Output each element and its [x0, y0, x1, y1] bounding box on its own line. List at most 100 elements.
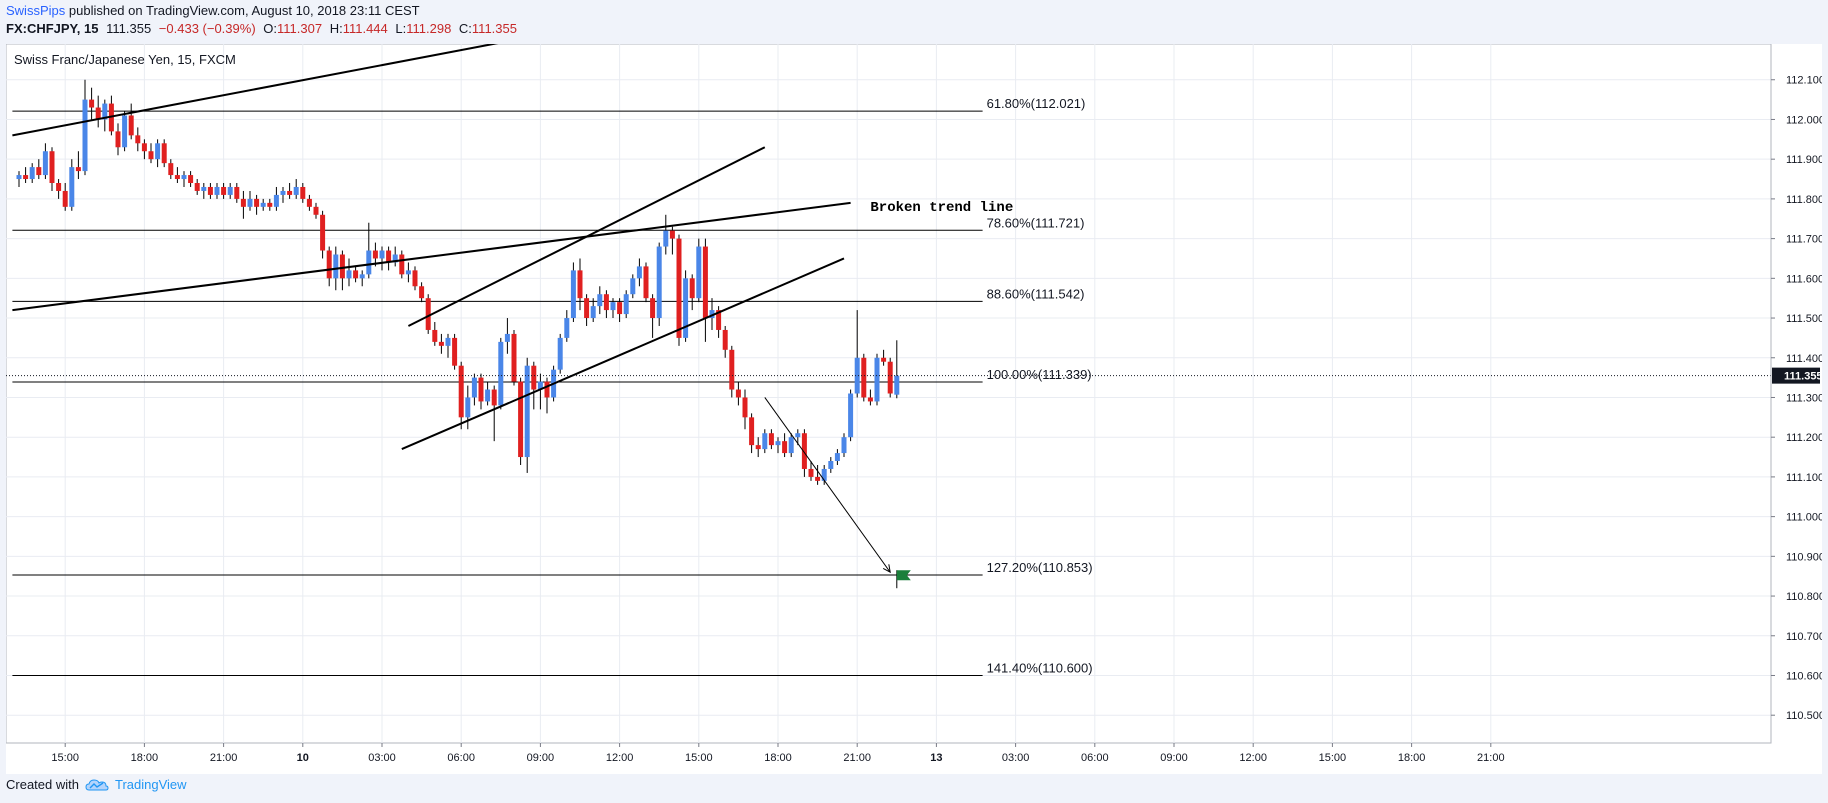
- candle: [141, 139, 147, 160]
- candle: [867, 389, 873, 406]
- price-axis: 112.100 112.000 111.900 111.800 111.700 111.6…: [1770, 44, 1822, 743]
- candle: [636, 258, 642, 287]
- candle-body: [221, 186, 227, 195]
- candle-body: [854, 357, 860, 394]
- plot-layer: 61.80%(112.021) 78.60%(111.721) 88.60%(111…: [6, 44, 1771, 676]
- candle: [29, 163, 35, 184]
- candle-body: [735, 389, 741, 398]
- candle: [854, 310, 860, 398]
- x-tick-label: 21:00: [1477, 752, 1505, 764]
- candle-body: [617, 302, 623, 315]
- candle: [458, 361, 464, 430]
- x-tick-label: 12:00: [1239, 752, 1267, 764]
- candle: [399, 250, 405, 279]
- candle: [221, 183, 227, 199]
- candle-body: [82, 99, 88, 172]
- y-tick-label: 111.800: [1786, 194, 1822, 206]
- candle: [531, 361, 537, 410]
- candle: [762, 429, 768, 454]
- fib-level-label: 141.40%(110.600): [987, 660, 1093, 675]
- candle: [82, 79, 88, 176]
- candle: [722, 325, 728, 358]
- candlestick-chart[interactable]: 61.80%(112.021) 78.60%(111.721) 88.60%(111…: [6, 44, 1822, 774]
- candle: [280, 186, 286, 203]
- candle-body: [346, 270, 352, 279]
- candle: [445, 333, 451, 358]
- tradingview-link[interactable]: TradingView: [114, 777, 187, 792]
- candle: [135, 127, 141, 152]
- candle: [161, 139, 167, 168]
- candle: [676, 234, 682, 346]
- candle-body: [841, 437, 847, 454]
- candle-body: [709, 310, 715, 319]
- candle-body: [656, 246, 662, 319]
- author-link[interactable]: SwissPips: [6, 3, 66, 18]
- candle: [201, 183, 207, 199]
- y-tick-label: 112.000: [1786, 114, 1822, 126]
- candle: [168, 159, 174, 180]
- candle: [537, 373, 543, 410]
- candle-body: [89, 99, 95, 108]
- candle-body: [372, 250, 378, 259]
- candle: [89, 87, 95, 120]
- candle: [194, 179, 200, 195]
- candle-body: [630, 278, 636, 295]
- candle-body: [320, 214, 326, 251]
- candle: [405, 262, 411, 283]
- candle-body: [254, 198, 260, 207]
- candle: [643, 262, 649, 303]
- last-price-tag-label: 111.355: [1784, 371, 1822, 383]
- x-tick-label: 10: [297, 752, 309, 764]
- candle: [617, 298, 623, 323]
- candle: [300, 183, 306, 203]
- candle-body: [887, 361, 893, 394]
- x-tick-label: 09:00: [527, 752, 555, 764]
- candle: [95, 95, 101, 128]
- candle-body: [716, 310, 722, 330]
- candle: [23, 167, 29, 184]
- candle-body: [610, 302, 616, 311]
- candle: [234, 183, 240, 203]
- candle-body: [570, 270, 576, 319]
- candle-body: [227, 186, 233, 195]
- candle-body: [742, 397, 748, 418]
- candle: [815, 464, 821, 485]
- candle: [260, 198, 266, 211]
- candle-body: [141, 143, 147, 152]
- candle-body: [333, 254, 339, 279]
- candle: [630, 274, 636, 299]
- fib-level-label: 61.80%(112.021): [987, 96, 1086, 111]
- y-tick-label: 111.700: [1786, 234, 1822, 246]
- flag-cloth: [896, 570, 911, 581]
- candle: [452, 333, 458, 370]
- candle: [656, 242, 662, 326]
- candle: [412, 266, 418, 291]
- candle-body: [861, 357, 867, 398]
- candle-body: [29, 167, 35, 180]
- last-price-tag: [1772, 367, 1820, 384]
- candle: [861, 353, 867, 402]
- x-tick-label: 13: [930, 752, 942, 764]
- trend-line: [407, 146, 766, 327]
- candle-body: [623, 294, 629, 315]
- candle: [102, 99, 108, 132]
- candle-body: [795, 433, 801, 438]
- candle: [254, 194, 260, 215]
- candle-body: [597, 294, 603, 307]
- x-tick-label: 15:00: [51, 752, 79, 764]
- candle-body: [828, 461, 834, 469]
- candle-body: [102, 103, 108, 120]
- candle: [36, 159, 42, 180]
- y-tick-label: 110.900: [1786, 551, 1822, 563]
- candle-body: [524, 365, 530, 458]
- candle-body: [313, 206, 319, 215]
- candle-body: [379, 250, 385, 259]
- candle-body: [386, 250, 392, 263]
- x-tick-label: 06:00: [1081, 752, 1109, 764]
- candle: [590, 298, 596, 323]
- y-tick-label: 111.200: [1786, 432, 1822, 444]
- chart-area[interactable]: 61.80%(112.021) 78.60%(111.721) 88.60%(111…: [6, 44, 1822, 779]
- candle: [346, 258, 352, 287]
- candle: [650, 294, 656, 338]
- candle-body: [683, 278, 689, 338]
